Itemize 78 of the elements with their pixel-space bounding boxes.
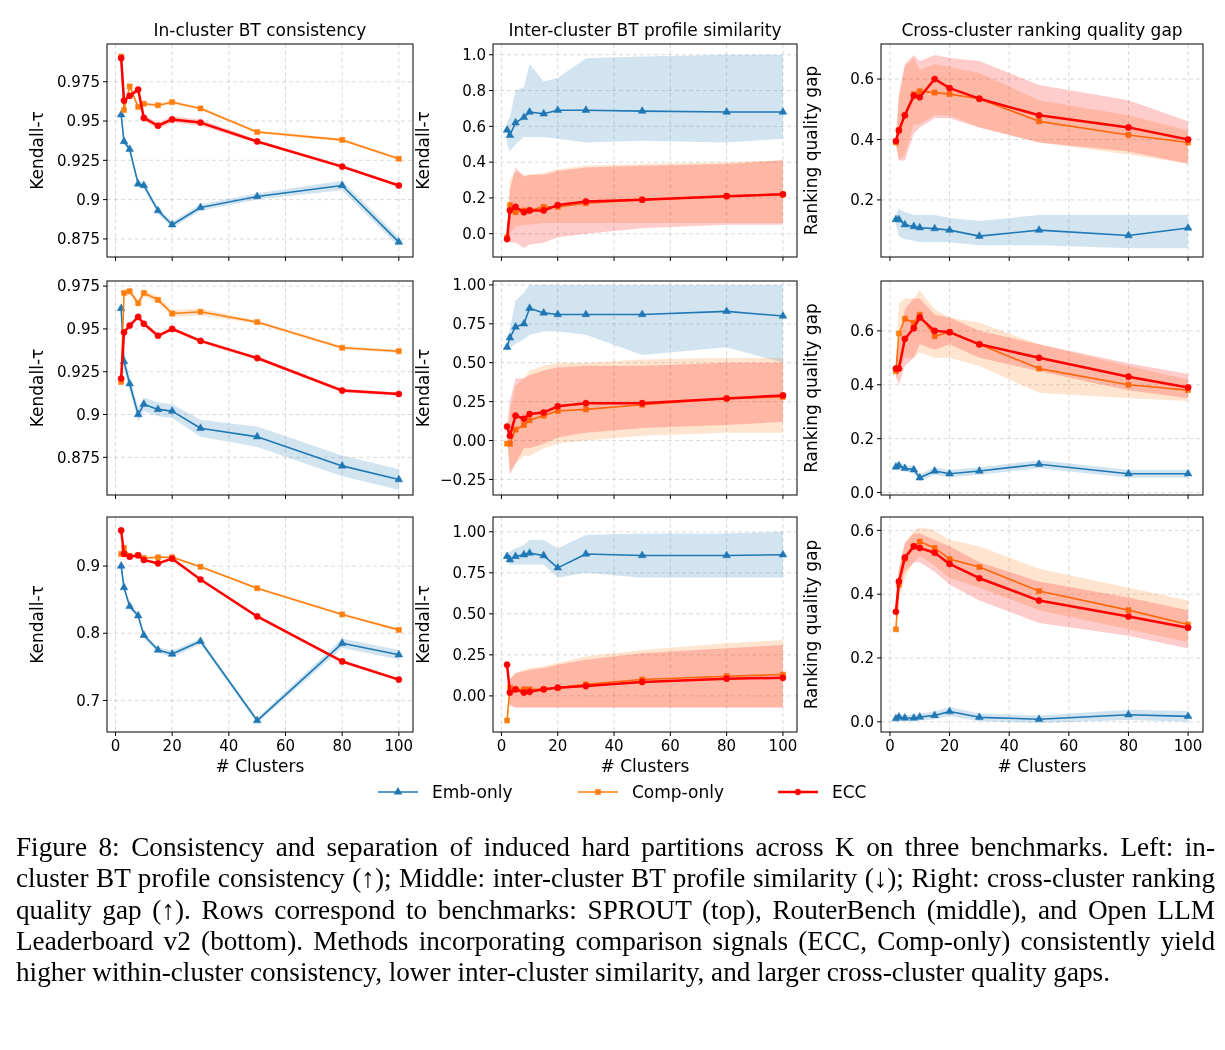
y-tick-label: 0.4 — [850, 130, 874, 149]
y-tick-label: 0.4 — [462, 153, 486, 172]
y-tick-label: 1.00 — [452, 523, 486, 542]
chart-title: In-cluster BT consistency — [153, 20, 367, 40]
y-axis-title: Kendall-τ — [27, 111, 47, 190]
y-tick-label: 0.925 — [57, 151, 100, 170]
y-tick-label: 0.6 — [850, 70, 874, 89]
x-tick-label: 40 — [604, 737, 624, 755]
y-tick-label: 0.975 — [57, 277, 100, 296]
x-tick-label: 0 — [885, 737, 895, 755]
x-tick-label: 80 — [332, 737, 352, 755]
y-tick-label: 0.50 — [452, 605, 486, 624]
y-tick-label: −0.25 — [440, 470, 486, 489]
y-tick-label: 0.6 — [850, 322, 874, 341]
x-axis-title: # Clusters — [997, 756, 1087, 776]
y-tick-label: 0.2 — [850, 191, 874, 210]
y-tick-label: 0.75 — [452, 315, 486, 334]
x-tick-label: 60 — [275, 737, 296, 755]
y-tick-label: 0.50 — [452, 353, 486, 372]
x-tick-label: 100 — [768, 737, 798, 755]
y-tick-label: 0.8 — [76, 624, 100, 643]
y-tick-label: 0.8 — [462, 81, 486, 100]
y-tick-label: 0.2 — [850, 429, 874, 448]
y-tick-label: 0.95 — [66, 112, 100, 131]
y-axis-title: Kendall-τ — [27, 348, 47, 428]
y-tick-label: 0.975 — [57, 72, 100, 91]
y-tick-label: 1.0 — [462, 45, 486, 64]
y-tick-label: 0.7 — [76, 691, 100, 710]
x-axis-title: # Clusters — [600, 756, 690, 776]
x-tick-label: 80 — [1118, 737, 1139, 755]
y-axis-title: Ranking quality gap — [801, 539, 821, 710]
y-tick-label: 0.875 — [57, 230, 100, 249]
x-tick-label: 80 — [717, 737, 737, 755]
y-tick-label: 0.6 — [462, 117, 486, 136]
chart-title: Inter-cluster BT profile similarity — [508, 20, 782, 40]
x-tick-label: 20 — [162, 737, 182, 755]
y-tick-label: 0.00 — [452, 687, 486, 706]
x-tick-label: 40 — [999, 737, 1019, 755]
y-tick-label: 0.25 — [452, 646, 486, 665]
y-tick-label: 0.95 — [66, 320, 100, 339]
y-tick-label: 0.75 — [452, 564, 486, 583]
legend-label: ECC — [832, 781, 867, 802]
y-tick-label: 0.4 — [850, 376, 874, 395]
y-axis-title: Ranking quality gap — [801, 303, 821, 473]
y-tick-label: 0.2 — [462, 189, 486, 208]
y-tick-label: 0.2 — [850, 649, 874, 668]
y-axis-title: Kendall-τ — [413, 111, 433, 190]
x-tick-label: 20 — [940, 737, 960, 755]
caption: Figure 8: Consistency and separation of induced hard partitions across K on three benchmarks. Left: in-cluster BT profile consistency (↑); Middle: inter-cluster BT profile similarity (↓); Right: cross-cluster ranking quality gap (↑). Rows correspond to benchmarks: SPROUT (top), RouterBench (middle), and Open LLM Leaderboard v2 (bottom). Methods incorporating comparison signals (ECC, Comp-only) consistently yield higher within-cluster consistency, lower inter-cluster similarity, and larger cross-cluster quality gaps. — [15, 831, 1216, 989]
chart-title: Cross-cluster ranking quality gap — [901, 20, 1183, 40]
y-tick-label: 0.0 — [850, 713, 874, 732]
x-tick-label: 100 — [1173, 737, 1203, 755]
x-tick-label: 0 — [110, 737, 121, 755]
y-tick-label: 0.4 — [850, 585, 874, 604]
x-axis-title: # Clusters — [215, 756, 305, 776]
y-tick-label: 0.00 — [452, 431, 486, 450]
y-tick-label: 0.9 — [76, 557, 100, 576]
y-tick-label: 0.875 — [57, 448, 100, 467]
legend-label: Emb-only — [432, 781, 513, 802]
x-tick-label: 60 — [1059, 737, 1079, 755]
y-tick-label: 0.9 — [76, 405, 100, 424]
y-tick-label: 0.0 — [462, 224, 486, 243]
y-tick-label: 0.6 — [850, 521, 874, 540]
x-tick-label: 100 — [384, 737, 414, 755]
x-tick-label: 0 — [496, 737, 507, 755]
y-tick-label: 0.0 — [850, 483, 874, 502]
x-tick-label: 60 — [660, 737, 680, 755]
y-axis-title: Kendall-τ — [27, 585, 47, 664]
y-axis-title: Kendall-τ — [413, 585, 433, 664]
y-axis-title: Ranking quality gap — [801, 65, 821, 236]
x-tick-label: 40 — [219, 737, 239, 755]
y-tick-label: 0.9 — [76, 190, 100, 209]
y-axis-title: Kendall-τ — [413, 348, 433, 428]
x-tick-label: 20 — [548, 737, 568, 755]
y-tick-label: 0.25 — [452, 392, 486, 411]
y-tick-label: 1.00 — [452, 276, 486, 295]
legend-label: Comp-only — [632, 781, 725, 802]
y-tick-label: 0.925 — [57, 362, 100, 381]
